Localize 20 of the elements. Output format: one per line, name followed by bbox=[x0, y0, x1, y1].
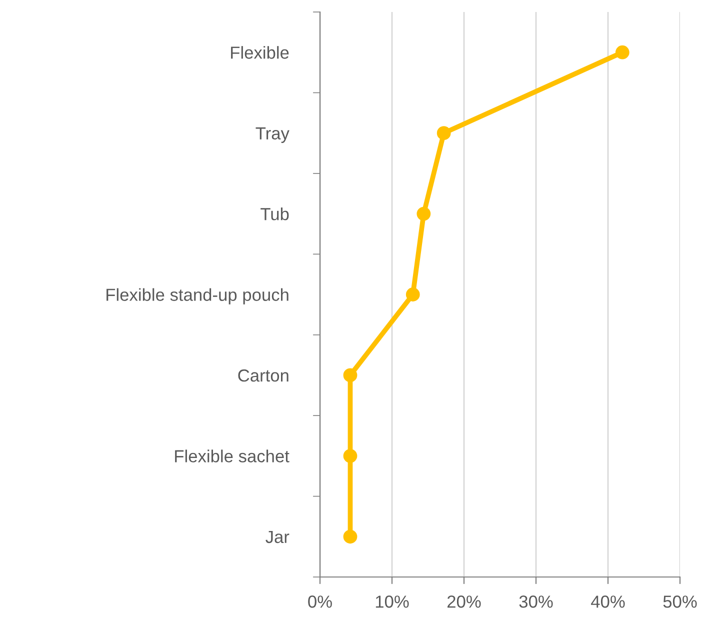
x-tick-label: 10% bbox=[376, 596, 409, 608]
y-tick-label: Jar bbox=[266, 530, 290, 544]
point bbox=[416, 206, 431, 221]
y-tick-label: Flexible stand-up pouch bbox=[106, 288, 288, 304]
point bbox=[343, 448, 358, 463]
y-tick-label: Flexible sachet bbox=[175, 450, 290, 462]
point bbox=[436, 126, 451, 140]
y-tick-label: Flexible bbox=[231, 46, 289, 59]
point bbox=[343, 530, 358, 544]
x-tick-label: 20% bbox=[448, 596, 481, 608]
point bbox=[343, 368, 358, 382]
point bbox=[615, 45, 630, 60]
x-tick-label: 0% bbox=[308, 596, 332, 608]
x-tick-label: 50% bbox=[663, 596, 697, 608]
y-tick-label: Carton bbox=[238, 369, 288, 382]
y-tick-label: Tub bbox=[260, 207, 289, 220]
y-tick-label: Tray bbox=[256, 127, 290, 143]
x-tick-label: 30% bbox=[519, 596, 553, 608]
point bbox=[406, 288, 420, 302]
x-tick-label: 40% bbox=[591, 596, 625, 608]
